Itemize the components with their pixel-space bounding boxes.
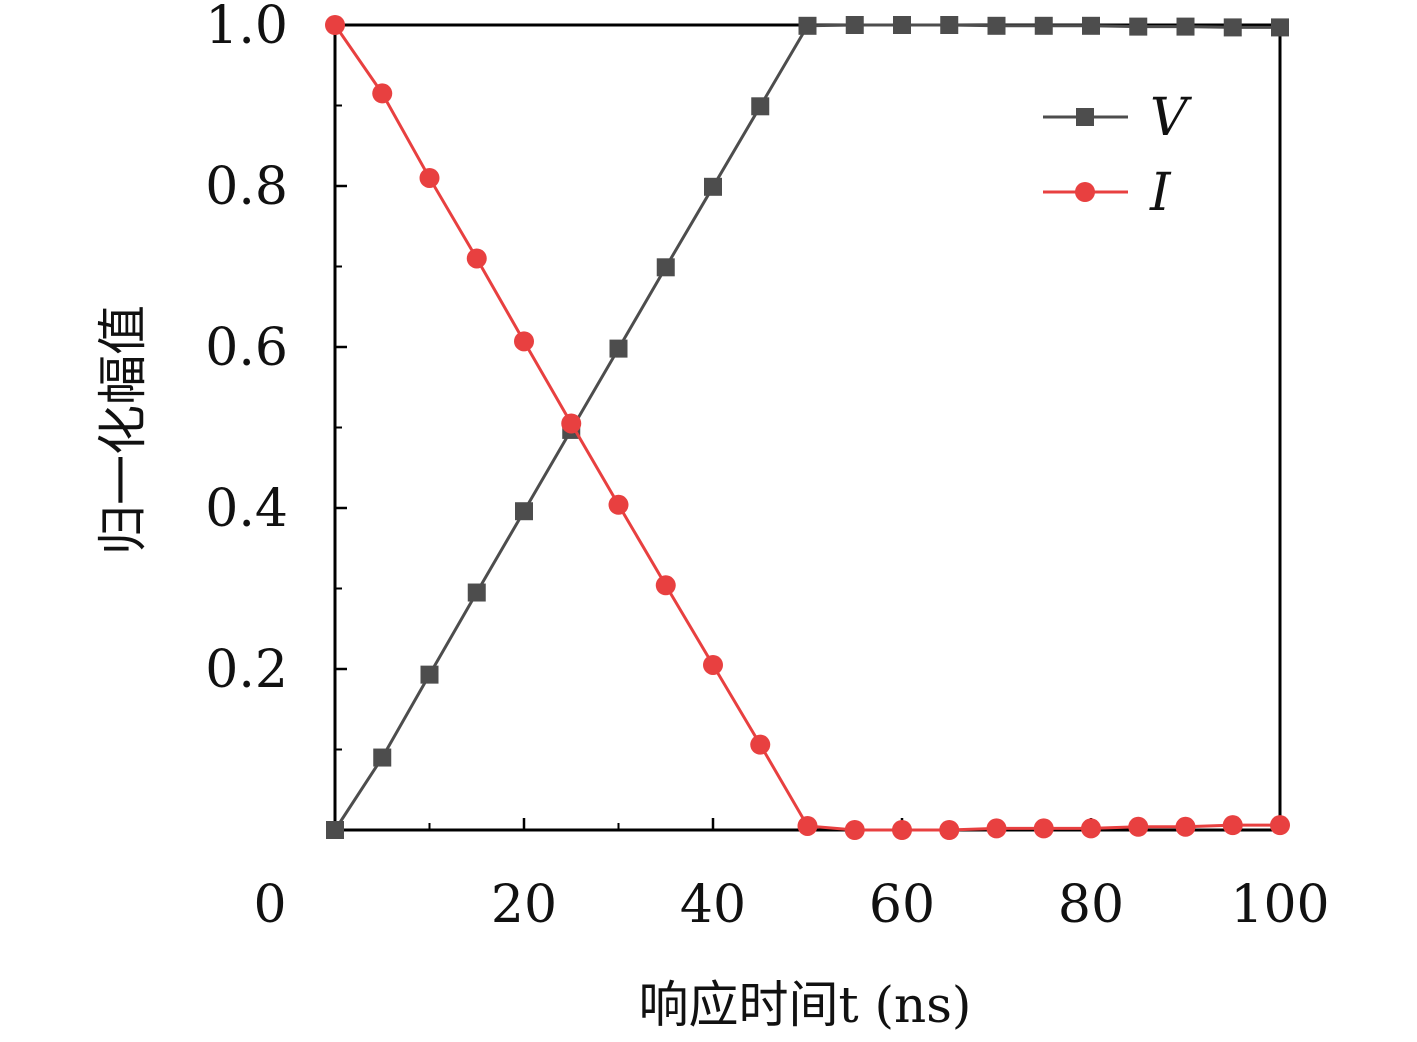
series-layer	[325, 15, 1290, 840]
y-tick-label: 0.8	[205, 157, 288, 217]
legend-item-v: V	[1043, 88, 1192, 148]
data-point-v	[1034, 16, 1053, 35]
x-axis-title: 响应时间t (ns)	[639, 976, 972, 1034]
y-tick-label: 0.6	[205, 318, 288, 378]
data-point-i	[655, 575, 676, 596]
data-point-i	[844, 820, 865, 840]
data-point-v	[515, 502, 533, 521]
data-point-v	[987, 16, 1006, 35]
data-point-v	[798, 16, 817, 35]
data-point-v	[609, 339, 628, 358]
data-point-i	[797, 815, 818, 836]
data-point-i	[750, 734, 771, 755]
data-point-v	[751, 97, 770, 116]
data-point-v	[373, 748, 392, 767]
data-point-v	[1129, 17, 1148, 36]
legend-label-v: V	[1150, 88, 1192, 148]
y-axis-title: 归一化幅值	[94, 305, 152, 555]
data-point-v	[940, 16, 959, 34]
data-point-i	[325, 15, 345, 35]
data-point-i	[1081, 818, 1101, 839]
legend-marker-v	[1076, 108, 1094, 126]
data-point-v	[704, 177, 722, 196]
data-point-v	[326, 821, 344, 839]
data-point-i	[1128, 816, 1149, 837]
data-point-i	[1222, 815, 1243, 836]
legend-item-i: I	[1043, 163, 1172, 223]
data-point-i	[939, 820, 960, 840]
data-point-i	[892, 820, 912, 840]
data-point-i	[703, 654, 723, 675]
data-point-i	[1175, 816, 1196, 837]
data-point-v	[1176, 17, 1195, 36]
data-point-v	[467, 583, 486, 602]
data-point-i	[514, 331, 534, 352]
x-tick-label: 0	[253, 875, 286, 935]
data-point-i	[1033, 818, 1054, 839]
y-tick-label: 0.4	[205, 479, 288, 539]
y-axis: 0.2 0.4 0.6 0.8 1.0	[205, 0, 347, 751]
data-point-i	[1270, 815, 1290, 836]
data-point-v	[1271, 18, 1289, 37]
series-i	[325, 15, 1290, 840]
legend-marker-i	[1075, 182, 1095, 202]
data-point-i	[419, 167, 440, 188]
data-point-i	[466, 248, 487, 269]
legend: VI	[1043, 88, 1192, 223]
data-point-v	[845, 16, 864, 34]
plot-frame	[333, 23, 1282, 832]
x-axis: 0 20 40 60 80 100	[253, 818, 1330, 935]
x-tick-label: 40	[680, 875, 746, 935]
series-line-v	[333, 23, 1280, 831]
y-tick-label: 0.2	[205, 640, 288, 700]
plot-border	[333, 23, 1282, 832]
x-tick-label: 20	[491, 875, 557, 935]
series-v	[326, 16, 1289, 839]
y-tick-label: 1.0	[205, 0, 288, 56]
data-point-v	[893, 16, 911, 34]
data-point-v	[1082, 16, 1100, 35]
data-point-v	[420, 665, 439, 684]
legend-label-i: I	[1149, 163, 1172, 223]
data-point-i	[986, 818, 1007, 839]
x-tick-label: 60	[869, 875, 935, 935]
data-point-i	[372, 83, 393, 104]
x-tick-label: 100	[1230, 875, 1329, 935]
data-point-v	[656, 258, 675, 277]
data-point-v	[1223, 18, 1242, 37]
series-line-i	[333, 24, 1280, 832]
data-point-i	[561, 413, 582, 434]
data-point-i	[608, 494, 629, 515]
x-tick-label: 80	[1058, 875, 1124, 935]
